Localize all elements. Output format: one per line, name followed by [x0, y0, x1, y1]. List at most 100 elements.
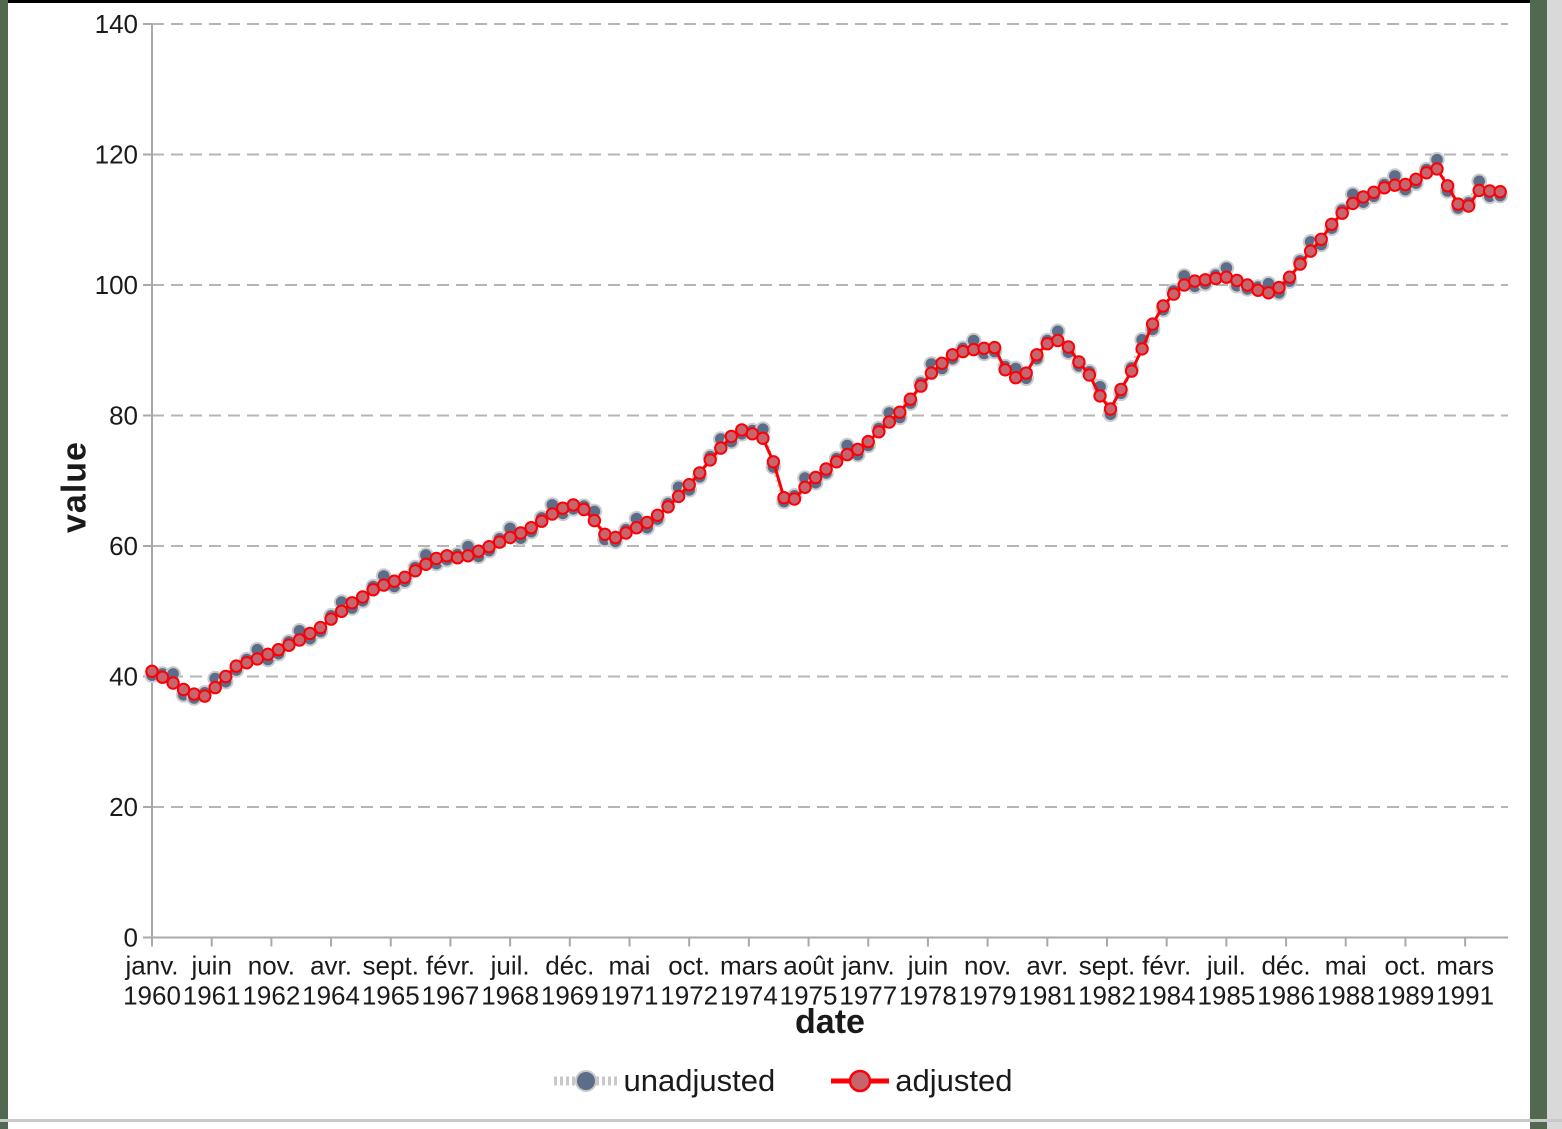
data-point-adjusted — [872, 425, 886, 439]
data-point-adjusted — [798, 480, 812, 494]
data-point-adjusted — [1209, 271, 1223, 286]
data-point-adjusted — [882, 415, 896, 429]
data-point-adjusted — [650, 508, 665, 522]
data-point-adjusted — [1240, 278, 1255, 292]
data-point-adjusted — [766, 455, 781, 469]
data-point-adjusted — [661, 500, 675, 514]
data-point-adjusted — [903, 392, 918, 406]
data-point-adjusted — [440, 549, 454, 563]
data-point-adjusted — [1082, 368, 1097, 382]
data-point-adjusted — [640, 515, 654, 530]
y-axis-title: value — [55, 441, 94, 533]
x-tick-label: nov. 1962 — [242, 951, 300, 1011]
data-point-adjusted — [935, 356, 949, 370]
x-tick-label: janv. 1977 — [839, 951, 897, 1011]
data-point-adjusted — [987, 340, 1002, 355]
y-tick-label: 60 — [109, 531, 138, 561]
data-point-adjusted — [893, 405, 907, 419]
data-point-adjusted — [1398, 177, 1413, 192]
data-point-adjusted — [1493, 185, 1507, 199]
data-point-adjusted — [693, 466, 707, 480]
bottom-border — [0, 1119, 1562, 1122]
data-point-adjusted — [545, 507, 559, 521]
data-point-adjusted — [703, 453, 717, 467]
data-point-adjusted — [619, 526, 633, 540]
data-point-adjusted — [851, 442, 865, 457]
data-point-adjusted — [313, 620, 328, 635]
y-tick-label: 20 — [109, 792, 138, 822]
series-line-adjusted — [151, 167, 1501, 698]
data-point-adjusted — [1030, 348, 1044, 362]
data-point-adjusted — [1261, 286, 1276, 300]
legend-label-unadjusted: unadjusted — [623, 1063, 776, 1098]
x-tick-label: nov. 1979 — [959, 951, 1017, 1011]
data-point-adjusted — [219, 669, 233, 684]
data-point-adjusted — [1451, 197, 1465, 211]
data-point-adjusted — [819, 462, 833, 476]
data-point-adjusted — [861, 434, 875, 449]
x-tick-label: avr. 1981 — [1018, 951, 1076, 1011]
left-border — [0, 0, 8, 1129]
y-tick-label: 80 — [109, 401, 138, 431]
data-point-adjusted — [535, 514, 549, 528]
data-point-adjusted — [724, 429, 738, 444]
x-tick-label: févr. 1967 — [422, 951, 480, 1011]
y-tick-label: 0 — [124, 923, 138, 953]
x-tick-label: mai 1971 — [601, 951, 659, 1011]
data-point-adjusted — [1440, 179, 1455, 193]
data-point-adjusted — [1409, 172, 1423, 187]
data-point-adjusted — [155, 670, 170, 684]
x-tick-label: août 1975 — [780, 951, 838, 1011]
data-point-adjusted — [1346, 196, 1360, 211]
x-tick-label: juin 1961 — [183, 951, 241, 1011]
right-border — [1530, 0, 1547, 1129]
x-tick-label: déc. 1969 — [541, 951, 599, 1011]
x-axis-title: date — [795, 1003, 865, 1041]
y-tick-label: 100 — [95, 270, 138, 300]
x-tick-label: mars 1991 — [1436, 951, 1494, 1011]
data-point-adjusted — [292, 633, 307, 647]
data-point-adjusted — [956, 344, 970, 359]
data-point-adjusted — [629, 521, 644, 535]
data-point-adjusted — [356, 590, 370, 604]
data-point-adjusted — [324, 612, 338, 626]
legend-marker-adjusted-icon — [831, 1069, 890, 1093]
legend-item-adjusted: adjusted — [827, 1063, 1012, 1099]
right-outer-border — [1547, 0, 1562, 1129]
x-tick-label: sept. 1982 — [1078, 951, 1136, 1011]
data-point-adjusted — [756, 431, 770, 445]
data-point-adjusted — [1135, 342, 1149, 356]
data-point-adjusted — [145, 664, 159, 678]
x-tick-label: juin 1978 — [899, 951, 957, 1011]
legend-label-adjusted: adjusted — [895, 1063, 1013, 1098]
data-point-adjusted — [1124, 364, 1139, 378]
data-point-adjusted — [1072, 355, 1086, 369]
data-point-adjusted — [829, 455, 844, 469]
x-tick-label: juil. 1968 — [481, 951, 539, 1011]
x-tick-label: déc. 1986 — [1257, 951, 1315, 1011]
data-point-adjusted — [1282, 270, 1297, 284]
data-point-adjusted — [198, 689, 212, 703]
data-point-adjusted — [1093, 389, 1107, 403]
data-point-adjusted — [1325, 217, 1339, 232]
data-point-adjusted — [1335, 206, 1349, 220]
data-point-adjusted — [419, 557, 433, 571]
data-point-adjusted — [914, 379, 928, 393]
data-point-adjusted — [1156, 299, 1170, 313]
x-tick-label: févr. 1984 — [1138, 951, 1196, 1011]
y-tick-label: 140 — [95, 9, 138, 39]
data-point-adjusted — [1114, 382, 1128, 397]
data-point-adjusted — [671, 489, 686, 504]
data-point-adjusted — [1272, 280, 1286, 295]
x-tick-label: janv. 1960 — [123, 951, 181, 1011]
data-point-adjusted — [282, 638, 296, 652]
data-point-adjusted — [450, 551, 465, 565]
x-tick-label: mars 1974 — [720, 951, 778, 1011]
x-tick-label: avr. 1964 — [302, 951, 360, 1011]
data-point-adjusted — [1314, 232, 1328, 247]
data-point-adjusted — [166, 676, 180, 690]
y-tick-label: 40 — [109, 662, 138, 692]
data-point-adjusted — [1293, 257, 1307, 271]
y-tick-label: 120 — [95, 140, 138, 170]
